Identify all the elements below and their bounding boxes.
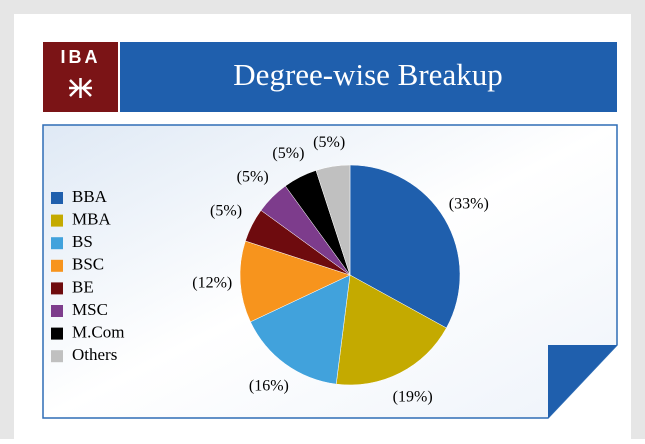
data-label: (16%) xyxy=(249,377,289,394)
data-label: (5%) xyxy=(210,203,242,220)
pie-slice xyxy=(335,274,447,386)
legend-label: BSC xyxy=(72,255,104,274)
legend-swatch xyxy=(51,350,63,363)
legend-label: MSC xyxy=(72,300,108,319)
legend-swatch xyxy=(51,214,63,227)
legend-swatch xyxy=(51,282,63,295)
pie-slice xyxy=(349,164,461,329)
chart-title: Degree-wise Breakup xyxy=(233,57,502,92)
legend-swatch xyxy=(51,259,63,272)
legend-label: Others xyxy=(72,345,117,364)
pie-slice xyxy=(239,240,351,323)
logo-text: IBA xyxy=(61,47,101,67)
legend-label: BS xyxy=(72,232,93,251)
legend-label: BBA xyxy=(72,187,108,206)
folded-corner xyxy=(548,345,617,418)
legend-label: BE xyxy=(72,277,94,296)
legend-label: M.Com xyxy=(72,323,124,342)
title-bar xyxy=(120,42,617,112)
pie-slice xyxy=(315,164,351,276)
pie-slice xyxy=(250,274,351,385)
data-label: (5%) xyxy=(272,145,304,162)
data-label: (12%) xyxy=(192,274,232,291)
logo-icon xyxy=(69,78,92,98)
data-label: (5%) xyxy=(313,134,345,151)
legend-swatch xyxy=(51,305,63,317)
data-label: (19%) xyxy=(393,389,433,406)
legend-swatch xyxy=(51,237,63,250)
legend-swatch xyxy=(51,327,63,340)
logo-box xyxy=(43,42,118,112)
legend-swatch xyxy=(51,192,63,204)
legend-label: MBA xyxy=(72,210,111,229)
data-label: (5%) xyxy=(237,168,269,185)
data-label: (33%) xyxy=(449,195,489,212)
